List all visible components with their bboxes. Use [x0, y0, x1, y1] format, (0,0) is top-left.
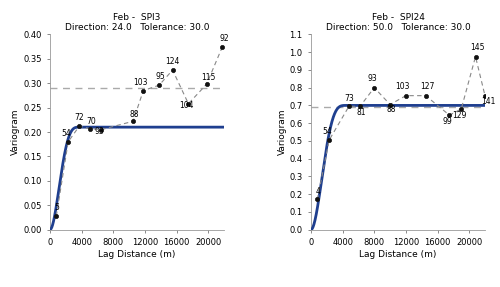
Text: 124: 124 — [166, 57, 180, 66]
Text: 93: 93 — [368, 74, 378, 83]
Text: 88: 88 — [387, 105, 396, 114]
X-axis label: Lag Distance (m): Lag Distance (m) — [360, 250, 436, 259]
Text: 70: 70 — [86, 117, 96, 126]
Text: 88: 88 — [130, 110, 140, 119]
Text: 103: 103 — [396, 82, 410, 91]
Text: 115: 115 — [201, 73, 216, 82]
Text: 145: 145 — [470, 43, 484, 52]
Y-axis label: Variogram: Variogram — [12, 109, 20, 155]
Text: 4: 4 — [316, 187, 320, 196]
Text: 72: 72 — [74, 113, 84, 122]
Text: 103: 103 — [133, 78, 148, 87]
Title: Feb -  SPI3
Direction: 24.0   Tolerance: 30.0: Feb - SPI3 Direction: 24.0 Tolerance: 30… — [65, 13, 209, 32]
Text: 129: 129 — [452, 111, 467, 121]
Text: 99: 99 — [443, 117, 452, 126]
X-axis label: Lag Distance (m): Lag Distance (m) — [98, 250, 176, 259]
Text: 81: 81 — [357, 108, 366, 117]
Text: 127: 127 — [420, 82, 434, 91]
Title: Feb -  SPI24
Direction: 50.0   Tolerance: 30.0: Feb - SPI24 Direction: 50.0 Tolerance: 3… — [326, 13, 470, 32]
Y-axis label: Variogram: Variogram — [278, 109, 286, 155]
Text: 104: 104 — [180, 101, 194, 110]
Text: 5: 5 — [54, 203, 60, 212]
Text: 141: 141 — [481, 97, 496, 106]
Text: 93: 93 — [95, 127, 104, 136]
Text: 54: 54 — [322, 127, 332, 136]
Text: 95: 95 — [156, 72, 166, 81]
Text: 92: 92 — [219, 34, 229, 43]
Text: 54: 54 — [62, 129, 72, 138]
Text: 73: 73 — [344, 94, 354, 103]
